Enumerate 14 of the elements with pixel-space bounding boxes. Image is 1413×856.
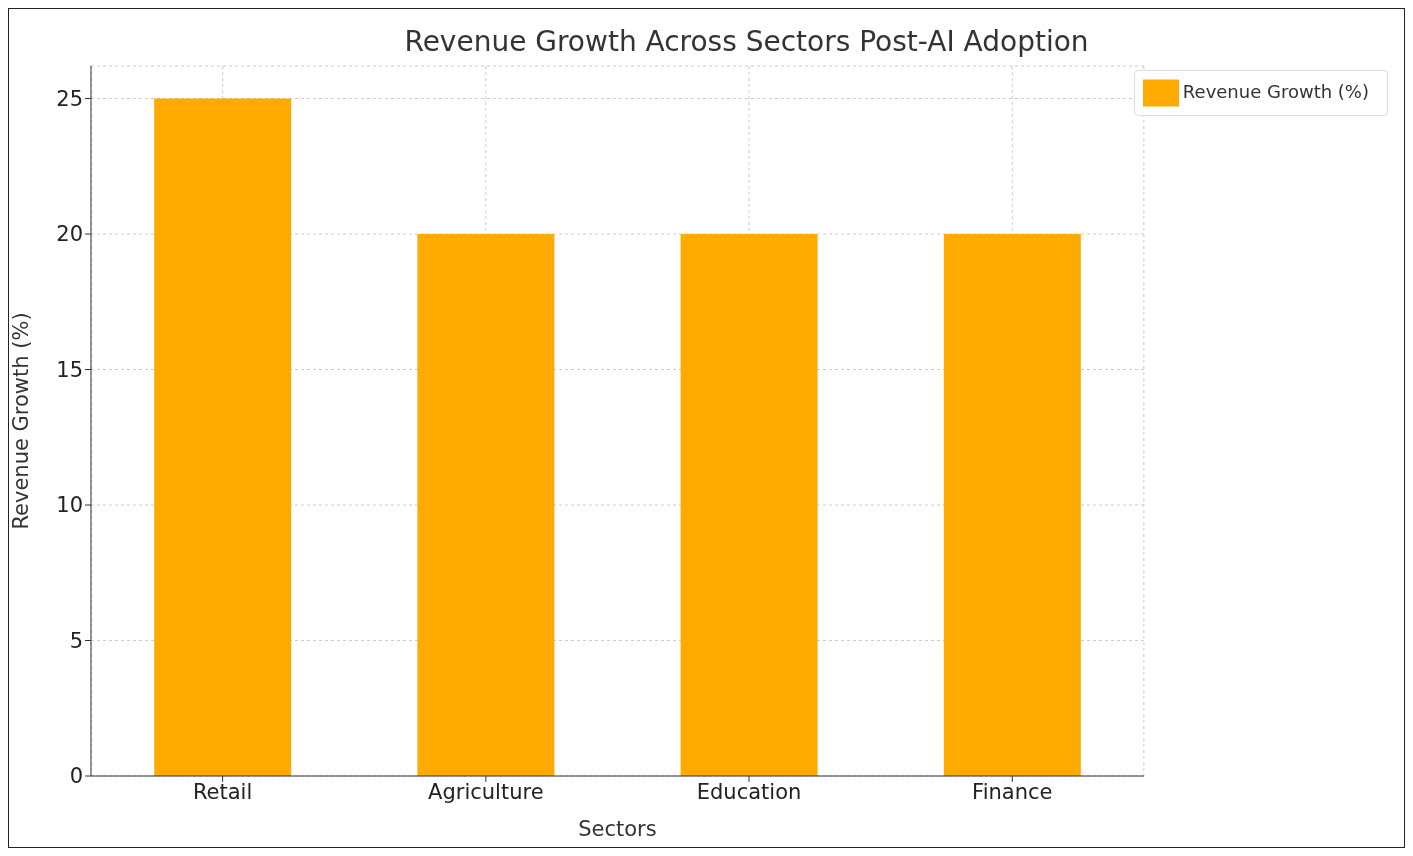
- y-tick-label: 10: [56, 493, 83, 518]
- x-tick-label: Agriculture: [428, 779, 544, 804]
- chart-title: Revenue Growth Across Sectors Post-AI Adoption: [403, 25, 1090, 58]
- x-axis-title: Sectors: [578, 817, 657, 841]
- x-tick-label: Finance: [972, 779, 1053, 804]
- y-tick-label: 25: [56, 86, 83, 111]
- x-tick-label: Education: [696, 779, 802, 804]
- legend-label: Revenue Growth (%): [1182, 81, 1369, 102]
- x-tick-label: Retail: [192, 779, 253, 804]
- y-tick-label: 5: [69, 628, 83, 653]
- y-tick-label: 20: [56, 222, 83, 247]
- y-axis-title: Revenue Growth (%): [9, 312, 34, 530]
- y-tick-label: 0: [69, 764, 83, 789]
- y-tick-label: 15: [56, 357, 83, 382]
